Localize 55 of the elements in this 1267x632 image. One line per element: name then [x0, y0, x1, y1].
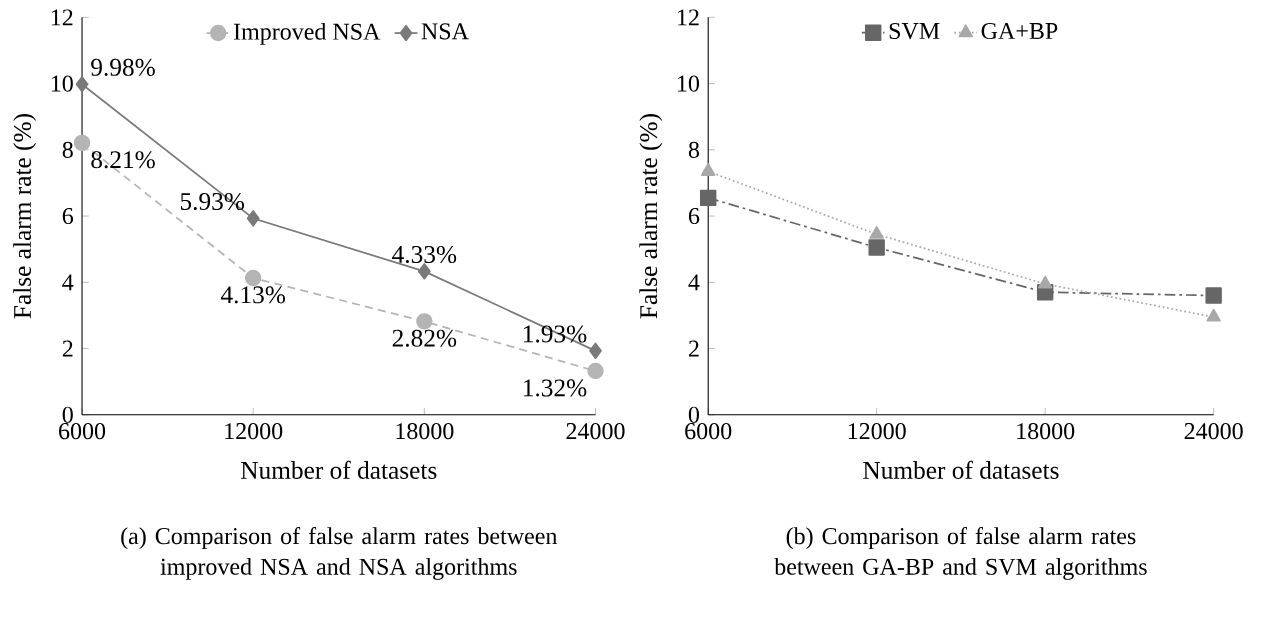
point [417, 263, 431, 280]
point [244, 269, 262, 287]
data-label: 2.82% [392, 329, 457, 347]
point [1037, 275, 1053, 289]
y-tick-label: 12 [51, 9, 73, 26]
point [1205, 287, 1222, 304]
data-label: 8.21% [91, 151, 155, 169]
legend-label: Improved NSA [233, 22, 381, 45]
point [246, 210, 260, 227]
text: (a) Comparison of false alarm rates between improved NSA and NSA algorithms [121, 526, 558, 580]
x-tick-label: 12000 [225, 422, 283, 440]
legend-label: SVM [889, 22, 940, 40]
x-tick-label: 12000 [848, 422, 906, 440]
legend-label: NSA [421, 23, 469, 40]
data-label: 1.93% [523, 325, 587, 343]
point [868, 239, 885, 256]
x-axis-title: Number of datasets [863, 460, 1059, 479]
y-axis-title: False alarm rate (%) [13, 114, 37, 319]
y-tick-label: 8 [62, 141, 73, 158]
data-label: 1.32% [523, 379, 587, 397]
y-tick-label: 4 [688, 274, 700, 291]
x-tick-label: 6000 [685, 422, 732, 440]
x-axis-title: Number of datasets [240, 460, 437, 479]
text: (b) Comparison of false alarm rates between GA-BP and SVM algorithms [774, 526, 1147, 580]
y-tick-label: 10 [51, 75, 73, 92]
x-tick-label: 18000 [1017, 422, 1075, 440]
y-tick-label: 12 [678, 9, 699, 26]
y-tick-label: 6 [688, 207, 700, 225]
legend-label: GA+BP [981, 22, 1058, 39]
point [589, 342, 602, 359]
y-tick-label: 2 [62, 340, 73, 357]
y-tick-label: 0 [62, 406, 73, 423]
x-tick-label: 24000 [566, 422, 625, 440]
x-tick-label: 24000 [1184, 422, 1243, 440]
data-label: 4.33% [392, 245, 457, 264]
x-tick-label: 18000 [396, 422, 454, 440]
y-tick-label: 0 [688, 406, 700, 423]
y-tick-label: 2 [688, 340, 699, 357]
y-axis-title: False alarm rate (%) [639, 114, 663, 319]
point [699, 189, 717, 206]
y-tick-label: 4 [62, 274, 74, 291]
data-label: 5.93% [180, 192, 245, 211]
point [416, 313, 433, 330]
point [587, 362, 604, 380]
point [75, 75, 89, 93]
y-tick-label: 10 [678, 75, 700, 92]
point [700, 163, 716, 176]
y-tick-label: 8 [688, 141, 700, 158]
x-tick-label: 6000 [59, 422, 106, 440]
data-label: 9.98% [91, 58, 155, 76]
point [1206, 308, 1221, 322]
point [869, 225, 884, 239]
point [73, 134, 91, 151]
y-tick-label: 6 [62, 207, 74, 225]
data-label: 4.13% [220, 286, 286, 304]
